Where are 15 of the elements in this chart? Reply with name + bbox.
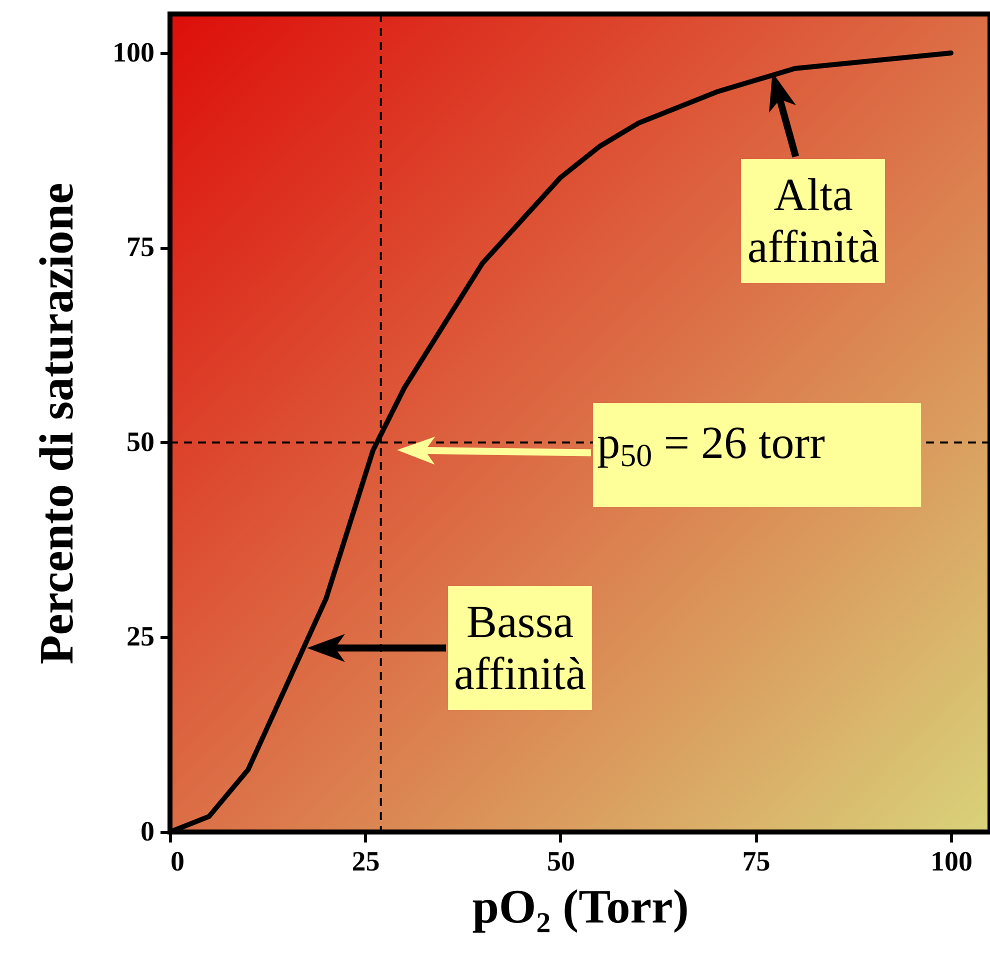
x-tick-label: 50 [546,846,575,878]
y-tick-label: 50 [126,426,154,458]
label-box: Bassa affinità [448,586,592,710]
label-box: Alta affinità [741,158,886,283]
x-tick-label: 0 [170,846,184,878]
x-axis-title: pO₂ (Torr) [472,880,689,934]
y-tick-label: 75 [126,232,154,264]
y-tick-label: 0 [140,816,154,848]
y-axis-title: Percento di saturazione [30,182,84,664]
label-box: p$_{50}$ = 26 torr [593,403,921,507]
x-tick-label: 100 [930,846,972,878]
x-tick-label: 25 [352,846,380,878]
y-tick-label: 25 [126,622,154,653]
x-tick-label: 75 [742,846,770,878]
y-tick-label: 100 [112,37,154,68]
